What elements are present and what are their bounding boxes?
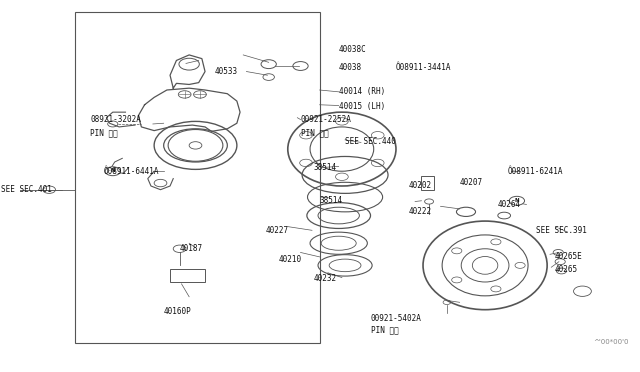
Text: 38514: 38514 [313,163,337,172]
Text: 40014 (RH): 40014 (RH) [339,87,385,96]
Text: N: N [111,169,115,173]
Text: 40265E: 40265E [555,251,583,261]
Text: 40160P: 40160P [164,307,191,316]
Text: 40187: 40187 [180,244,203,253]
Bar [75,13,319,343]
Text: 00921-2252A: 00921-2252A [301,115,351,124]
Text: Ô08911-3441A: Ô08911-3441A [396,63,451,72]
Text: SEE SEC.440: SEE SEC.440 [345,137,396,146]
Text: 40202: 40202 [409,182,432,190]
Text: 40038: 40038 [339,63,362,72]
Text: 40227: 40227 [266,226,289,235]
Text: SEE SEC.401: SEE SEC.401 [1,185,52,194]
Text: ^'00*00'0: ^'00*00'0 [593,339,628,345]
Text: 40264: 40264 [498,200,521,209]
Text: 40533: 40533 [214,67,237,76]
Text: Ô08911-6241A: Ô08911-6241A [508,167,563,176]
Circle shape [105,167,120,176]
Text: N: N [515,198,519,203]
Text: Ô08911-6441A: Ô08911-6441A [103,167,159,176]
Text: 40232: 40232 [313,274,337,283]
Text: 40038C: 40038C [339,45,367,54]
Text: 38514: 38514 [319,196,343,205]
Text: SEE SEC.391: SEE SEC.391 [536,226,587,235]
Text: 40015 (LH): 40015 (LH) [339,102,385,111]
Bar [170,269,205,282]
Text: 40222: 40222 [409,207,432,217]
Text: 00921-5402A: 00921-5402A [371,314,421,323]
Text: PIN ピン: PIN ピン [90,128,118,137]
Bar [422,176,434,190]
Text: 40207: 40207 [460,178,483,187]
Text: PIN ピン: PIN ピン [301,128,328,137]
Text: 40210: 40210 [278,255,301,264]
Circle shape [509,196,525,205]
Text: 40265: 40265 [555,264,578,273]
Text: 08921-3202A: 08921-3202A [90,115,141,124]
Text: PIN ピン: PIN ピン [371,326,398,334]
